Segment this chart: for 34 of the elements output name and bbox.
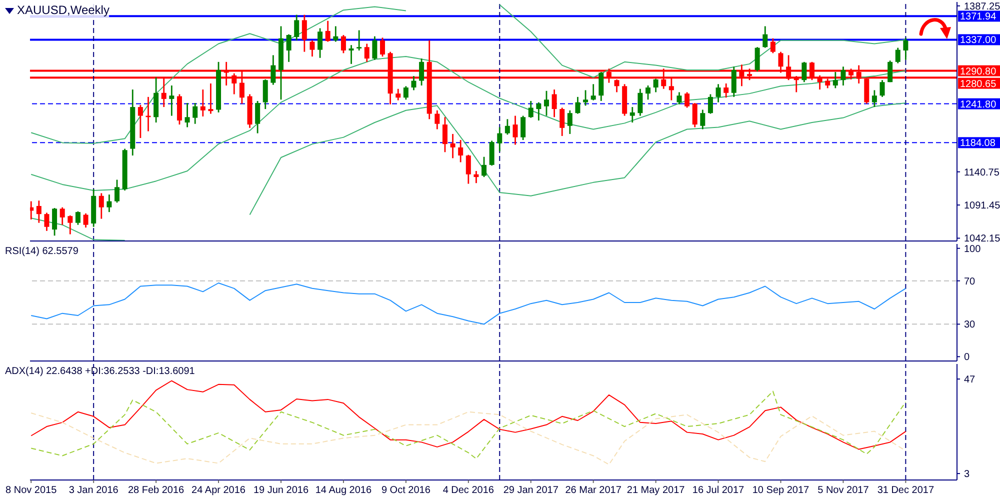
x-tick-label: 4 Dec 2016 — [442, 485, 494, 496]
y-tick-label: 1091.45 — [964, 200, 1000, 212]
x-tick-label: 24 Apr 2016 — [192, 485, 246, 496]
y-tick-label: 1042.15 — [964, 234, 1000, 245]
y-tick-label: 47 — [964, 374, 976, 386]
x-tick-label: 29 Jan 2017 — [503, 485, 559, 496]
x-tick-label: 5 Nov 2017 — [818, 485, 870, 496]
x-tick-label: 3 Jan 2016 — [68, 485, 119, 496]
ref-line-label: 1241.80 — [960, 99, 997, 110]
y-tick-label: 1387.25 — [964, 1, 1000, 12]
ref-line-label: 1184.08 — [960, 138, 996, 150]
x-tick-label: 28 Feb 2016 — [128, 485, 185, 496]
chart-title: ADX(14) 22.6438 +DI:36.2533 -DI:13.6091 — [5, 366, 195, 377]
x-tick-label: 21 May 2017 — [626, 485, 686, 496]
x-tick-label: 8 Nov 2015 — [6, 485, 58, 496]
x-tick-label: 16 Jul 2017 — [692, 485, 745, 496]
y-tick-label: 0 — [964, 352, 970, 364]
y-tick-label: 1140.75 — [964, 167, 1000, 178]
x-tick-label: 10 Sep 2017 — [752, 485, 810, 496]
chart-title: XAUUSD,Weekly — [17, 3, 110, 17]
y-tick-label: 3 — [964, 469, 970, 480]
x-tick-label: 14 Aug 2016 — [315, 485, 372, 496]
x-tick-label: 31 Dec 2017 — [877, 485, 934, 496]
ref-line-label: 1290.80 — [960, 66, 997, 78]
y-tick-label: 30 — [964, 320, 976, 331]
x-tick-label: 26 Mar 2017 — [565, 485, 622, 496]
ref-line-label: 1280.65 — [960, 78, 997, 90]
y-tick-label: 100 — [964, 244, 982, 255]
ref-line-label: 1337.00 — [960, 35, 997, 46]
x-tick-label: 19 Jun 2016 — [253, 485, 309, 496]
y-tick-label: 70 — [964, 276, 976, 288]
x-tick-label: 9 Oct 2016 — [381, 485, 431, 496]
ref-line-label: 1371.94 — [960, 12, 997, 23]
chart-title: RSI(14) 62.5579 — [5, 246, 78, 257]
